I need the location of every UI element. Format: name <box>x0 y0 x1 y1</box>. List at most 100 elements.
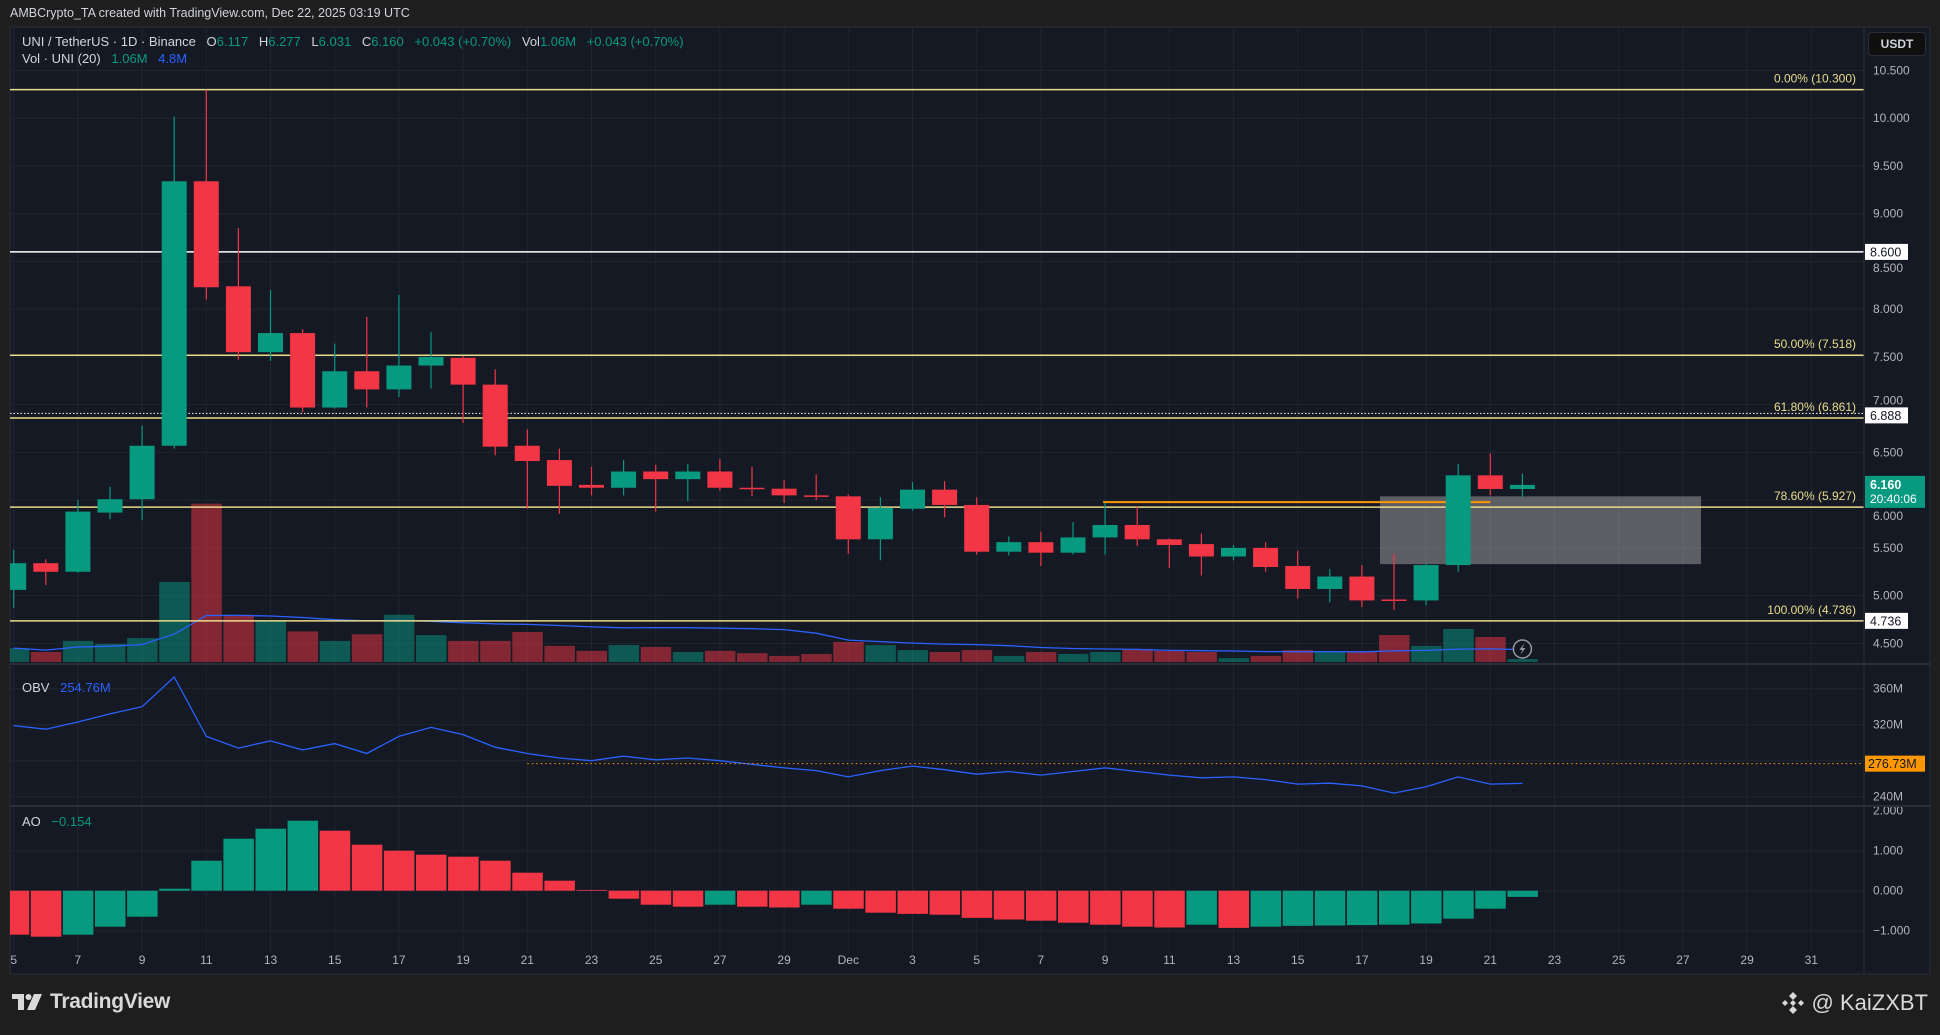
candle[interactable] <box>514 429 540 509</box>
volume-bar <box>1250 655 1282 662</box>
ao-bar <box>1090 890 1121 925</box>
volume-bar <box>448 640 479 662</box>
ao-title[interactable]: AO <box>22 814 41 829</box>
candle-body <box>450 357 476 385</box>
tradingview-logo: TradingView <box>12 990 170 1014</box>
candle[interactable] <box>322 343 348 409</box>
candle[interactable] <box>1253 542 1279 572</box>
symbol-title[interactable]: UNI / TetherUS · 1D · Binance <box>22 34 196 49</box>
candle-body <box>1188 544 1214 557</box>
candle[interactable] <box>225 228 251 360</box>
candle[interactable] <box>450 355 476 423</box>
candle[interactable] <box>739 466 765 497</box>
ao-bar <box>640 890 672 905</box>
ao-bar <box>897 890 928 914</box>
volume-bar <box>672 652 704 662</box>
current-price-box <box>1865 475 1925 508</box>
candle[interactable] <box>900 482 925 511</box>
candle-body <box>290 333 316 408</box>
candle[interactable] <box>835 494 861 554</box>
candle[interactable] <box>161 116 187 449</box>
candle[interactable] <box>1317 568 1343 603</box>
candle-body <box>33 563 59 572</box>
candle[interactable] <box>1188 533 1214 576</box>
price-axis-label: 6.000 <box>1873 509 1903 523</box>
volume-bar <box>737 653 768 662</box>
vol-change-value: +0.043 (+0.70%) <box>586 34 684 49</box>
candle[interactable] <box>129 425 155 521</box>
candle[interactable] <box>1477 453 1503 496</box>
ao-bar <box>1475 890 1506 909</box>
candle-body <box>771 488 797 496</box>
candle[interactable] <box>579 466 604 496</box>
candle[interactable] <box>482 369 508 456</box>
candle[interactable] <box>964 497 990 555</box>
ao-bar <box>737 890 768 907</box>
candle[interactable] <box>1349 565 1375 608</box>
candle[interactable] <box>611 460 637 496</box>
candle[interactable] <box>1221 545 1246 561</box>
candle[interactable] <box>932 481 958 518</box>
candle[interactable] <box>193 89 219 300</box>
candle[interactable] <box>33 559 59 586</box>
candle-body <box>322 371 348 408</box>
top-bar: AMBCrypto_TA created with TradingView.co… <box>0 0 1940 27</box>
obv-title[interactable]: OBV <box>22 680 50 695</box>
candle[interactable] <box>1028 531 1054 567</box>
vol-label: Vol <box>521 34 540 49</box>
candle[interactable] <box>1509 473 1535 498</box>
time-axis-label: 17 <box>392 953 406 967</box>
candle[interactable] <box>97 486 123 520</box>
fib-level-label: 0.00% (10.300) <box>1774 72 1856 86</box>
time-axis-label: 19 <box>456 953 470 967</box>
volume-bar <box>1411 645 1442 662</box>
candle[interactable] <box>643 464 669 512</box>
binance-icon <box>1781 992 1804 1014</box>
price-axis-label: 9.000 <box>1873 207 1903 221</box>
candle[interactable] <box>418 332 444 389</box>
ao-bar <box>255 828 286 891</box>
currency-button[interactable]: USDT <box>1868 32 1926 56</box>
candle-body <box>707 471 733 488</box>
candle[interactable] <box>803 474 829 501</box>
candle[interactable] <box>546 448 572 514</box>
ao-bar <box>480 860 511 891</box>
candle[interactable] <box>1413 563 1439 606</box>
volume-indicator-title[interactable]: Vol · UNI (20) <box>22 51 101 66</box>
high-label: H <box>258 34 269 49</box>
candle[interactable] <box>1285 550 1311 599</box>
candle[interactable] <box>65 500 91 573</box>
ao-bar <box>1379 890 1410 925</box>
time-axis-label: 23 <box>1548 953 1562 967</box>
candle[interactable] <box>354 316 380 408</box>
candle[interactable] <box>1124 506 1150 546</box>
ao-bar <box>1058 890 1089 923</box>
candle[interactable] <box>386 294 412 398</box>
candle[interactable] <box>1092 503 1118 555</box>
candle[interactable] <box>996 536 1022 556</box>
time-axis-label: 15 <box>1291 953 1305 967</box>
close-label: C <box>361 34 372 49</box>
candle[interactable] <box>675 463 701 502</box>
candle[interactable] <box>1060 522 1086 555</box>
candle[interactable] <box>290 329 316 413</box>
candle-body <box>1413 565 1439 601</box>
candle[interactable] <box>258 290 283 361</box>
candle[interactable] <box>707 459 733 491</box>
price-axis-label: 8.000 <box>1873 302 1903 316</box>
plot-area[interactable] <box>0 27 1864 953</box>
ao-bar <box>1186 890 1217 925</box>
candle[interactable] <box>1445 463 1471 572</box>
candle[interactable] <box>867 497 893 561</box>
current-price-label: 6.160 <box>1870 478 1901 492</box>
candle[interactable] <box>771 480 797 504</box>
ao-bar <box>961 890 993 918</box>
volume-bar <box>961 650 993 662</box>
lightning-glyph-icon <box>1519 643 1526 655</box>
candle[interactable] <box>1 549 27 609</box>
candle[interactable] <box>1381 553 1407 610</box>
time-axis-label: 7 <box>75 953 82 967</box>
ao-axis-label: 2.000 <box>1873 804 1903 818</box>
candle[interactable] <box>1156 538 1182 568</box>
